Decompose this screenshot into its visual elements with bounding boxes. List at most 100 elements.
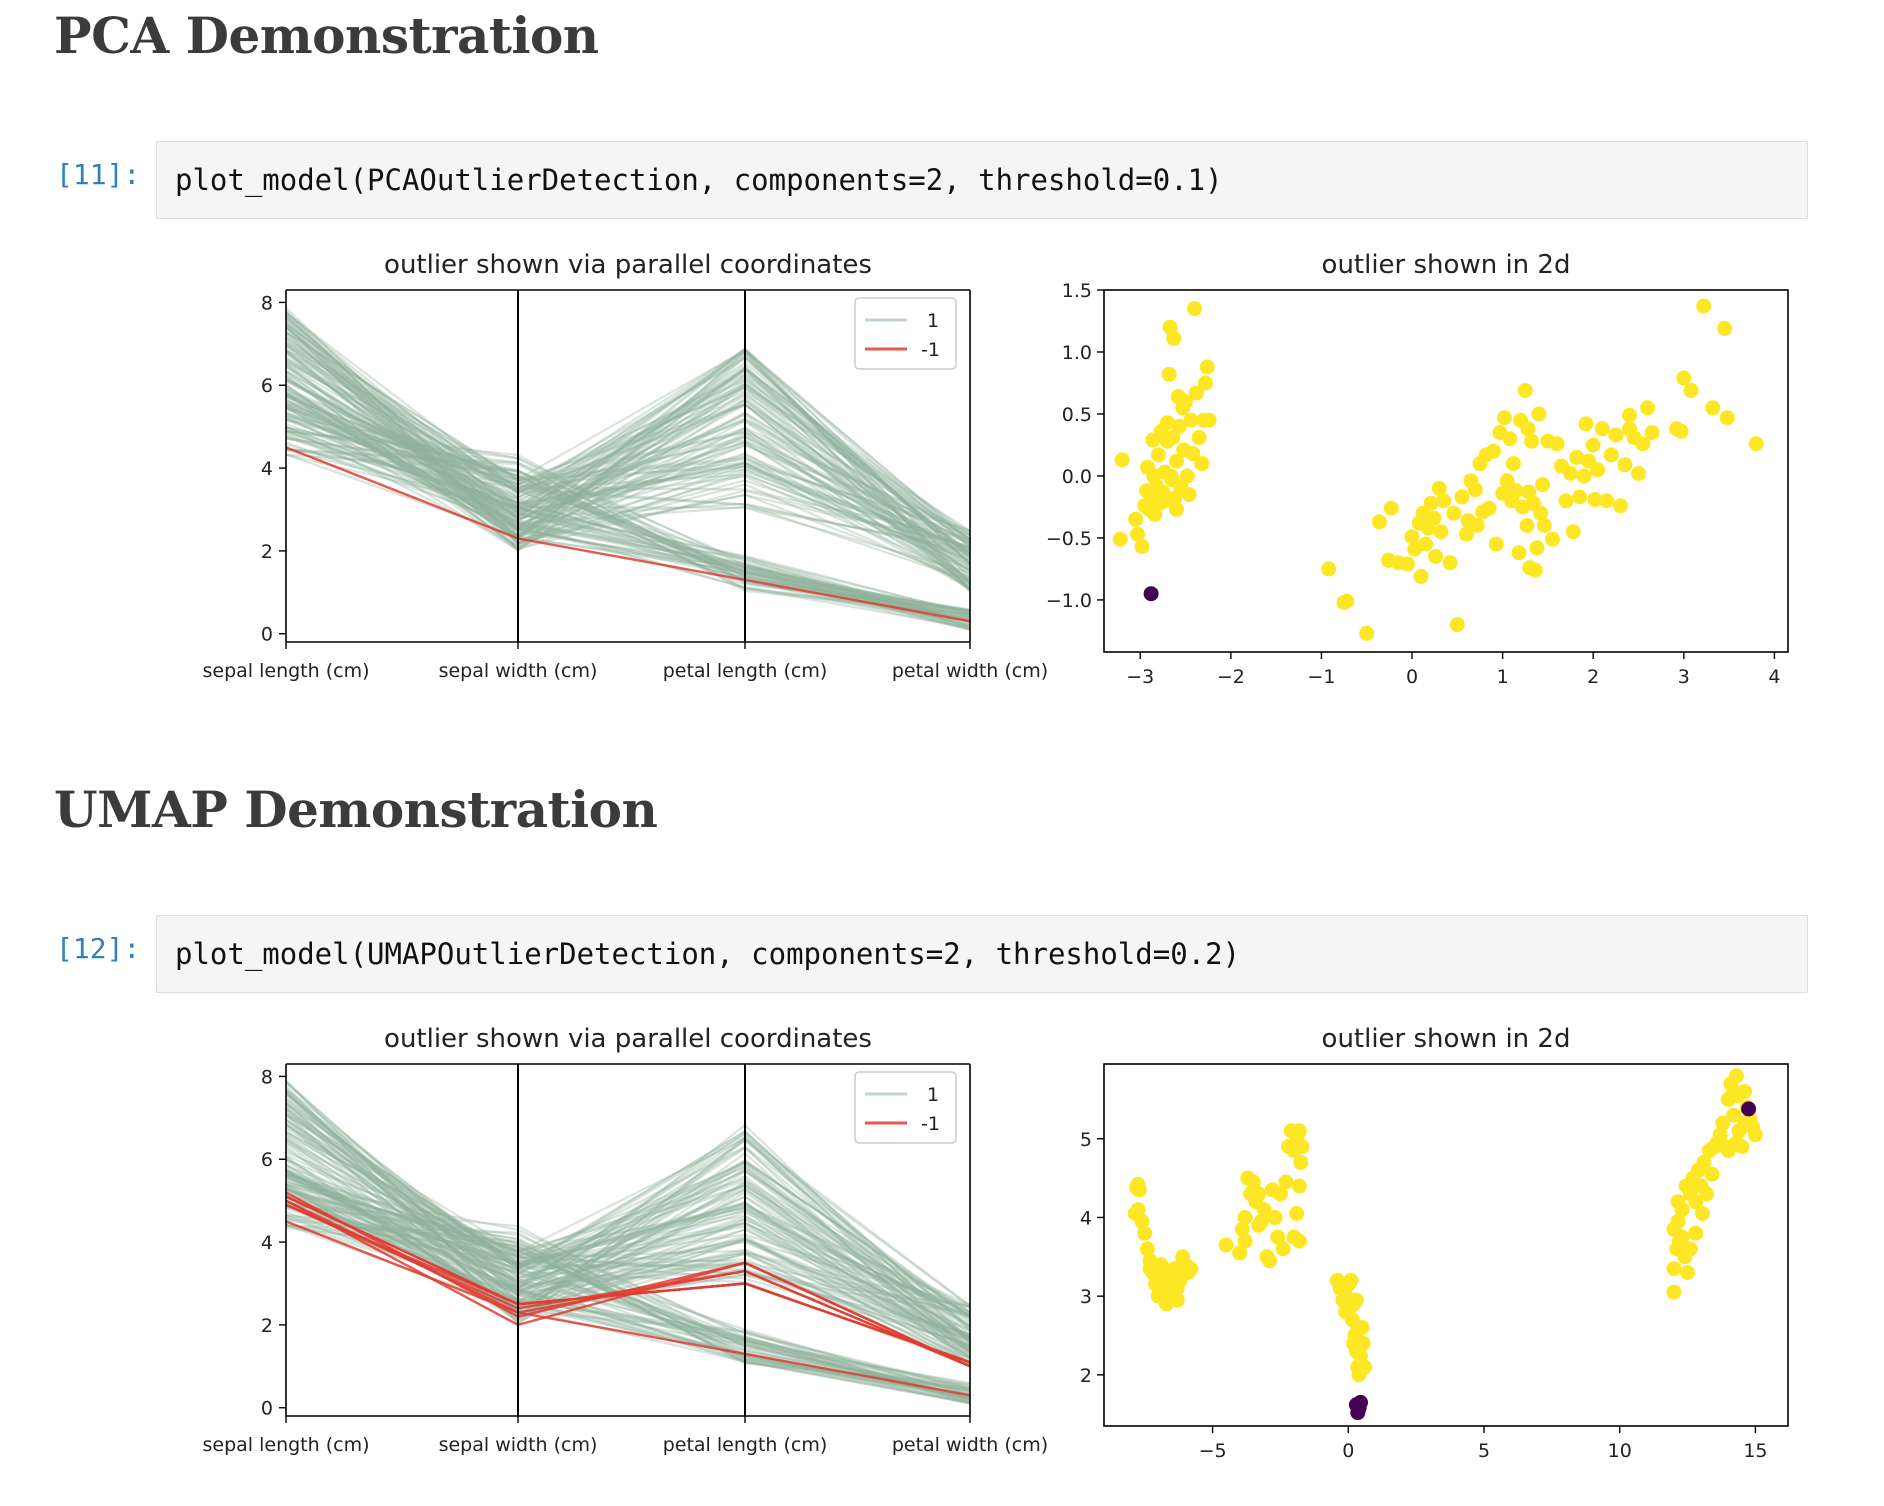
- inlier-line: [285, 1183, 971, 1385]
- inlier-point: [1747, 1127, 1763, 1143]
- inlier-point: [1531, 406, 1547, 422]
- inlier-point: [1433, 524, 1449, 540]
- inlier-line: [285, 1095, 971, 1319]
- cell-prompt: [11]:: [56, 158, 141, 191]
- inlier-point: [1699, 1186, 1715, 1202]
- inlier-point: [1748, 436, 1764, 452]
- inlier-line: [285, 323, 971, 555]
- inlier-point: [1350, 1320, 1366, 1336]
- outlier-line: [285, 1191, 971, 1368]
- inlier-point: [1536, 518, 1552, 533]
- inlier-line: [285, 379, 971, 553]
- inlier-point: [1442, 555, 1458, 571]
- inlier-line: [285, 331, 971, 550]
- inlier-line: [285, 426, 971, 613]
- inlier-point: [1569, 449, 1585, 465]
- legend-label: -1: [921, 1113, 940, 1135]
- inlier-line: [285, 415, 971, 615]
- inlier-line: [285, 371, 971, 547]
- inlier-point: [1181, 487, 1197, 503]
- inlier-line: [285, 311, 971, 551]
- inlier-line: [285, 1226, 971, 1401]
- inlier-line: [285, 404, 971, 543]
- inlier-line: [285, 313, 971, 590]
- inlier-line: [285, 1183, 971, 1402]
- inlier-point: [1163, 468, 1179, 484]
- inlier-line: [285, 416, 971, 630]
- inlier-line: [285, 1169, 971, 1360]
- inlier-point: [1413, 568, 1429, 584]
- inlier-line: [285, 350, 971, 590]
- inlier-point: [1185, 446, 1201, 462]
- inlier-line: [285, 383, 971, 584]
- inlier-line: [285, 417, 971, 616]
- inlier-line: [285, 429, 971, 611]
- inlier-line: [285, 1170, 971, 1314]
- inlier-line: [285, 402, 971, 613]
- inlier-point: [1720, 1143, 1736, 1159]
- inlier-line: [285, 1108, 971, 1337]
- umap-output-figure: outlier shown via parallel coordinates 0 2…: [203, 1024, 1789, 1462]
- code-cell[interactable]: plot_model(PCAOutlierDetection, componen…: [156, 141, 1808, 219]
- inlier-line: [285, 1111, 971, 1324]
- inlier-line: [285, 1169, 971, 1327]
- pca-output-figure: outlier shown via parallel coordinates 0 2…: [203, 250, 1789, 688]
- inlier-line: [285, 437, 971, 623]
- inlier-line: [285, 413, 971, 621]
- inlier-point: [1670, 1213, 1686, 1229]
- legend-box: [854, 297, 957, 370]
- inlier-point: [1183, 412, 1199, 428]
- inlier-line: [285, 351, 971, 584]
- cell-prompt: [12]:: [56, 932, 141, 965]
- inlier-point: [1705, 400, 1721, 416]
- inlier-point: [1348, 1292, 1364, 1308]
- inlier-line: [285, 1158, 971, 1355]
- inlier-line: [285, 402, 971, 612]
- inlier-line: [285, 1104, 971, 1340]
- code-cell[interactable]: plot_model(UMAPOutlierDetection, compone…: [156, 915, 1808, 993]
- inlier-line: [285, 1101, 971, 1308]
- inlier-line: [285, 1169, 971, 1348]
- inlier-point: [1467, 482, 1483, 498]
- inlier-point: [1572, 489, 1588, 505]
- inlier-point: [1670, 1194, 1686, 1210]
- x-tick-label: −2: [1217, 666, 1245, 688]
- inlier-line: [285, 1168, 971, 1338]
- inlier-line: [285, 311, 971, 558]
- inlier-line: [285, 393, 971, 612]
- inlier-line: [285, 1155, 971, 1365]
- inlier-line: [285, 355, 971, 542]
- x-tick-label: 1: [1497, 666, 1509, 688]
- inlier-line: [285, 1195, 971, 1397]
- inlier-line: [285, 428, 971, 615]
- y-tick-label: 0: [261, 1398, 273, 1420]
- inlier-line: [285, 369, 971, 541]
- inlier-line: [285, 1154, 971, 1346]
- inlier-line: [285, 392, 971, 621]
- inlier-line: [285, 350, 971, 585]
- inlier-point: [1169, 1292, 1185, 1308]
- inlier-line: [285, 430, 971, 623]
- inlier-line: [285, 393, 971, 570]
- inlier-point: [1131, 1182, 1147, 1198]
- inlier-line: [285, 1079, 971, 1316]
- inlier-point: [1608, 427, 1624, 443]
- inlier-point: [1529, 540, 1545, 556]
- inlier-line: [285, 363, 971, 592]
- inlier-line: [285, 1118, 971, 1365]
- inlier-point: [1130, 1202, 1146, 1218]
- inlier-line: [285, 326, 971, 591]
- inlier-line: [285, 1121, 971, 1352]
- inlier-point: [1502, 431, 1518, 447]
- y-tick-label: 1.0: [1062, 342, 1092, 364]
- inlier-line: [285, 1091, 971, 1340]
- inlier-line: [285, 1173, 971, 1405]
- x-tick-label: 2: [1587, 666, 1599, 688]
- inlier-point: [1676, 370, 1692, 386]
- inlier-line: [285, 426, 971, 591]
- inlier-line: [285, 418, 971, 622]
- inlier-point: [1139, 1241, 1155, 1257]
- inlier-line: [285, 307, 971, 580]
- inlier-line: [285, 1164, 971, 1344]
- inlier-line: [285, 351, 971, 532]
